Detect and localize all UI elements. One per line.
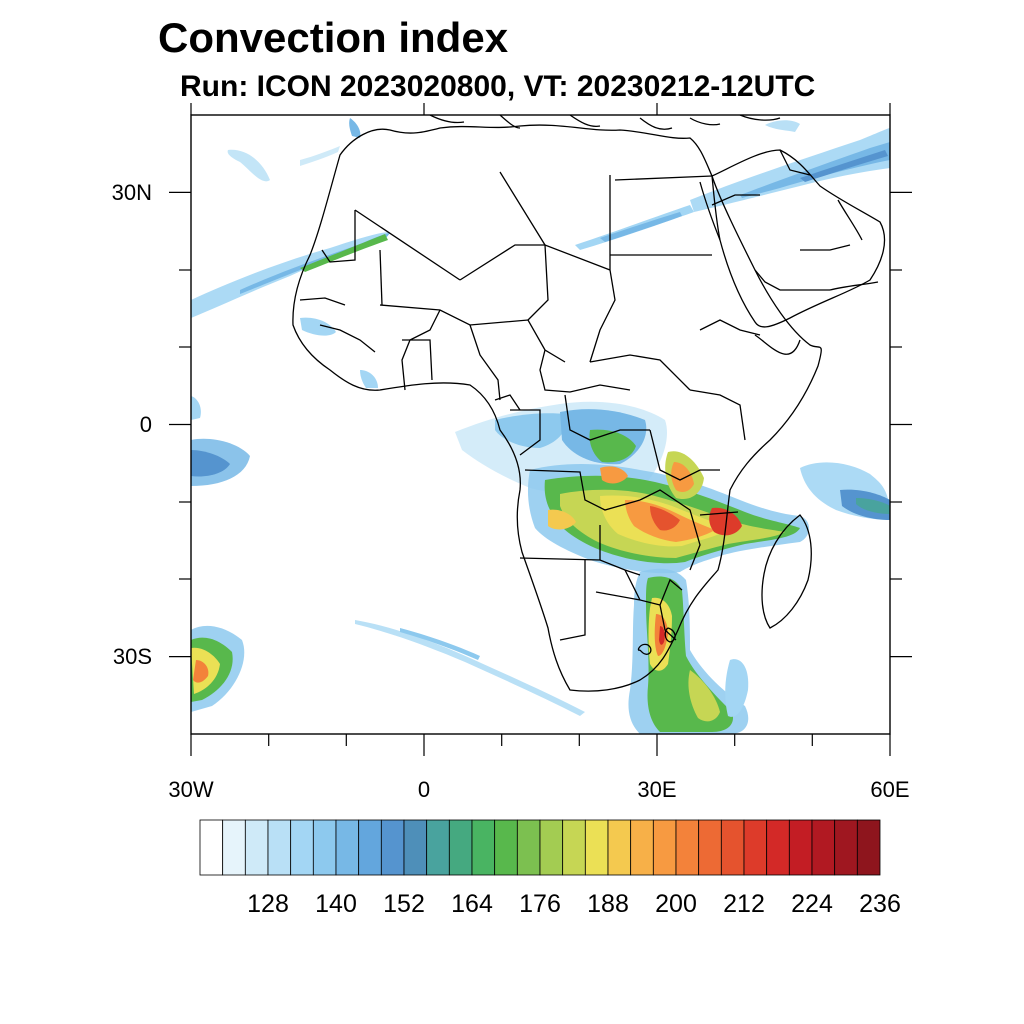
lon-tick-label: 60E [870, 777, 909, 802]
lon-tick-label: 30W [168, 777, 213, 802]
colorbar-swatch [494, 819, 518, 876]
colorbar-label: 140 [315, 890, 357, 918]
colorbar-swatch [199, 819, 224, 876]
colorbar-swatch [403, 819, 428, 876]
colorbar-swatch [720, 819, 745, 876]
colorbar-swatch [630, 819, 654, 876]
colorbar-swatch [222, 819, 246, 876]
colorbar-label: 188 [587, 890, 629, 918]
colorbar-swatch [834, 819, 858, 876]
colorbar-swatch [290, 819, 314, 876]
colorbar-labels: 128 140 152 164 176 188 200 212 224 236 [247, 890, 901, 918]
colorbar-swatch [426, 819, 450, 876]
map-subtitle: Run: ICON 2023020800, VT: 20230212-12UTC [180, 70, 816, 103]
colorbar-label: 200 [655, 890, 697, 918]
colorbar-swatch [675, 819, 700, 876]
colorbar-swatch [766, 819, 790, 876]
colorbar-label: 152 [383, 890, 425, 918]
colorbar-label: 176 [519, 890, 561, 918]
colorbar-swatch [539, 819, 564, 876]
colorbar-swatch [698, 819, 722, 876]
lat-tick-label: 30S [113, 644, 152, 669]
colorbar-swatch [312, 819, 337, 876]
lat-tick-label: 0 [140, 412, 152, 437]
colorbar-swatch [471, 819, 496, 876]
colorbar-swatch [516, 819, 541, 876]
colorbar-label: 236 [859, 890, 901, 918]
colorbar-swatch [267, 819, 292, 876]
map-ticks [169, 103, 912, 756]
colorbar-swatch [607, 819, 632, 876]
colorbar-swatch [856, 819, 881, 876]
colorbar-swatch [788, 819, 813, 876]
colorbar-swatch [358, 819, 382, 876]
colorbar-label: 212 [723, 890, 765, 918]
country-borders [292, 115, 886, 692]
lon-tick-label: 0 [418, 777, 430, 802]
lon-tick-label: 30E [637, 777, 676, 802]
colorbar-swatch [652, 819, 677, 876]
colorbar-swatch [380, 819, 405, 876]
colorbar-label: 224 [791, 890, 833, 918]
map-title: Convection index [158, 14, 509, 61]
colorbar-swatch [743, 819, 768, 876]
colorbar [199, 819, 881, 876]
colorbar-label: 164 [451, 890, 493, 918]
colorbar-swatch [335, 819, 360, 876]
colorbar-swatch [562, 819, 586, 876]
colorbar-swatch [584, 819, 609, 876]
colorbar-swatch [448, 819, 473, 876]
colorbar-label: 128 [247, 890, 289, 918]
colorbar-swatch [244, 819, 269, 876]
lat-tick-label: 30N [112, 180, 152, 205]
colorbar-swatch [811, 819, 836, 876]
